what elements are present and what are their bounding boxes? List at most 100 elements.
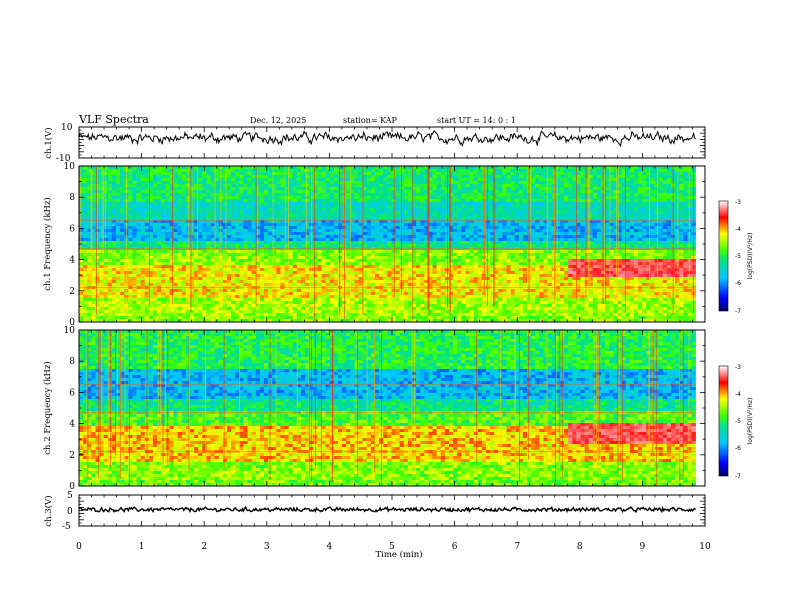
ch1-spec-cell bbox=[136, 199, 141, 203]
ch1-spec-cell bbox=[625, 202, 631, 206]
ch1-spec-cell bbox=[650, 214, 655, 218]
ch1-spec-cell bbox=[259, 211, 265, 215]
ch1-spec-cell bbox=[403, 169, 409, 173]
ch1-spec-cell bbox=[650, 253, 655, 257]
ch1-spec-cell bbox=[510, 232, 516, 236]
ch1-spec-cell bbox=[305, 235, 310, 239]
ch1-spec-cell bbox=[588, 241, 594, 245]
ch1-spec-cell bbox=[469, 238, 474, 242]
ch1-spec-cell bbox=[169, 178, 174, 182]
ch1-spec-cell bbox=[436, 175, 442, 179]
ch1-spec-cell bbox=[362, 202, 368, 206]
ch1-spec-cell bbox=[370, 169, 376, 173]
ch1-spec-cell bbox=[177, 166, 183, 170]
ch1-spec-cell bbox=[206, 235, 211, 239]
ch1-spec-cell bbox=[662, 166, 668, 170]
ch1-spec-cell bbox=[683, 229, 688, 233]
ch1-spec-cell bbox=[268, 172, 273, 176]
ch1-spec-cell bbox=[288, 193, 294, 197]
ch1-spec-cell bbox=[198, 208, 203, 212]
ch1-spec-cell bbox=[321, 262, 326, 266]
ch1-spec-cell bbox=[650, 175, 655, 179]
ch1-spec-cell bbox=[588, 250, 594, 254]
ch1-spec-cell bbox=[284, 229, 289, 233]
ch1-spec-cell bbox=[514, 256, 520, 260]
ch1-spec-cell bbox=[247, 256, 252, 260]
ch1-spec-cell bbox=[362, 253, 368, 257]
ch1-spec-cell bbox=[683, 241, 688, 245]
ch1-spec-cell bbox=[354, 202, 359, 206]
ch1-spec-cell bbox=[379, 217, 384, 221]
ch1-spec-cell bbox=[448, 217, 454, 221]
ch1-spec-cell bbox=[79, 202, 84, 206]
ch1-spec-cell bbox=[161, 241, 166, 245]
ch1-spec-cell bbox=[222, 190, 228, 194]
ch1-spec-cell bbox=[251, 229, 257, 233]
ch1-spec-cell bbox=[432, 241, 437, 245]
ch1-spec-cell bbox=[79, 238, 84, 242]
ch1-spec-cell bbox=[518, 187, 524, 191]
ch1-spec-cell bbox=[605, 226, 610, 230]
ch1-spec-cell bbox=[629, 211, 635, 215]
ch1-spec-cell bbox=[638, 229, 643, 233]
ch1-spec-cell bbox=[629, 250, 635, 254]
ch1-spec-cell bbox=[440, 223, 446, 227]
ch1-spec-cell bbox=[231, 220, 236, 224]
ch1-spec-cell bbox=[226, 205, 232, 209]
ch1-spec-cell bbox=[477, 175, 483, 179]
ch1-spec-cell bbox=[173, 235, 178, 239]
ch1-spec-cell bbox=[613, 220, 618, 224]
ch1-spec-cell bbox=[646, 235, 651, 239]
ch1-spec-cell bbox=[259, 196, 265, 200]
ch1-spec-cell bbox=[157, 196, 162, 200]
ch1-spec-cell bbox=[268, 181, 273, 185]
ch1-spec-cell bbox=[551, 229, 557, 233]
ch1-spec-cell bbox=[103, 193, 109, 197]
ch1-spec-cell bbox=[198, 190, 203, 194]
ch1-spec-cell bbox=[366, 190, 372, 194]
ch1-spec-cell bbox=[613, 196, 618, 200]
ch1-spec-cell bbox=[202, 256, 207, 260]
ch1-spec-cell bbox=[518, 220, 524, 224]
ch1-spec-cell bbox=[144, 193, 150, 197]
ch1-spec-cell bbox=[383, 169, 388, 173]
ch1-spec-cell bbox=[251, 217, 257, 221]
ch1-spec-cell bbox=[132, 217, 137, 221]
ch1-spec-cell bbox=[420, 190, 425, 194]
ch1-spec-cell bbox=[161, 211, 166, 215]
ch1-spec-cell bbox=[395, 172, 400, 176]
ch1-spec-cell bbox=[638, 187, 643, 191]
ch1-spec-cell bbox=[559, 220, 565, 224]
ch1-spec-cell bbox=[329, 241, 335, 245]
ch1-spec-cell bbox=[691, 217, 696, 221]
ch1-spec-cell bbox=[132, 205, 137, 209]
ch1-spec-cell bbox=[572, 169, 577, 173]
ch1-spec-cell bbox=[485, 244, 491, 248]
ch1-spec-cell bbox=[152, 181, 158, 185]
ch1-spec-cell bbox=[198, 214, 203, 218]
ch1-spec-cell bbox=[235, 229, 240, 233]
ch1-spec-cell bbox=[687, 199, 692, 203]
ch1-spec-cell bbox=[559, 232, 565, 236]
ch1-spec-cell bbox=[473, 193, 479, 197]
ch1-spec-cell bbox=[83, 256, 88, 260]
ch1-spec-cell bbox=[617, 250, 622, 254]
ch1-spec-cell bbox=[202, 214, 207, 218]
ch1-spec-cell bbox=[152, 214, 158, 218]
ch1-spec-cell bbox=[584, 181, 590, 185]
ch1-spec-cell bbox=[605, 196, 610, 200]
ch1-spec-cell bbox=[457, 223, 462, 227]
ch1-spec-cell bbox=[276, 208, 281, 212]
ch1-spec-cell bbox=[642, 169, 647, 173]
ch1-spec-cell bbox=[148, 181, 154, 185]
ch1-spec-cell bbox=[572, 208, 577, 212]
ch1-spec-cell bbox=[259, 187, 265, 191]
ch1-spec-cell bbox=[202, 235, 207, 239]
ch1-spec-cell bbox=[485, 241, 491, 245]
ch1-spec-cell bbox=[169, 232, 174, 236]
ch1-spec-cell bbox=[362, 172, 368, 176]
ch1-spec-cell bbox=[194, 172, 199, 176]
ch1-spec-cell bbox=[596, 238, 602, 242]
ch1-spec-cell bbox=[111, 220, 117, 224]
ch1-spec-cell bbox=[588, 184, 594, 188]
